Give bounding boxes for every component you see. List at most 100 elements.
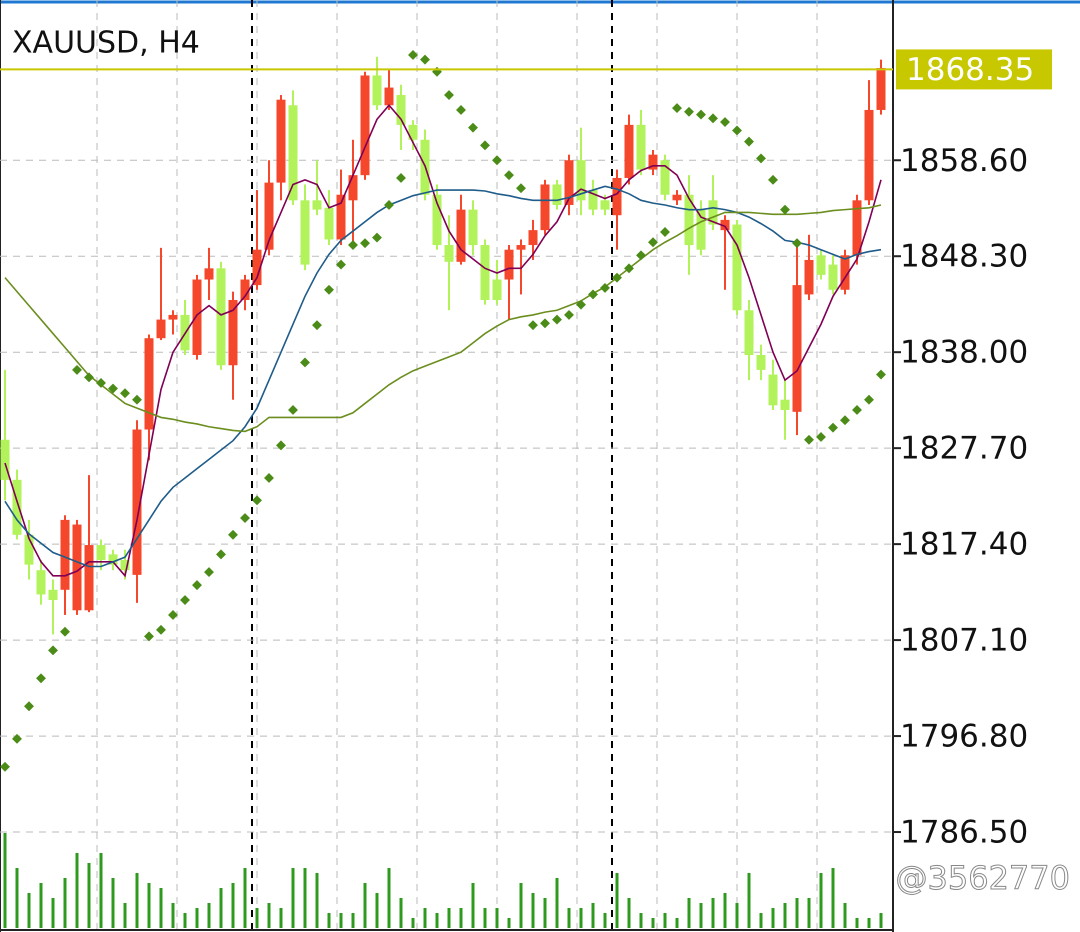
sar-dot [576,299,586,310]
volume-bar [639,913,643,928]
volume-bar [447,908,451,928]
volume-bar [243,868,247,928]
volume-bar [123,903,127,928]
volume-bar [627,898,631,928]
volume-bar [723,893,727,928]
sar-dot [336,259,346,270]
volume-bar [843,903,847,928]
sar-dot [384,200,394,210]
volume-bar [675,918,679,928]
sar-dot [396,173,406,183]
sar-dot [288,405,298,415]
sar-dot [0,761,10,772]
candle-body [564,160,574,205]
candle-body [12,479,22,535]
sar-dot [768,174,778,185]
candle-body [816,255,826,275]
candle-body [480,245,490,301]
candle-body [108,554,118,565]
volume-bar [135,873,139,928]
sar-dot [852,405,862,415]
sar-dot [216,549,226,560]
volume-bar [543,898,547,928]
candle-body [660,160,670,195]
sar-dot [816,432,826,442]
candle-body [252,249,262,286]
sar-dot [516,183,526,194]
candle-body [60,519,70,590]
candle-body [276,99,286,183]
volume-bar [711,898,715,928]
volume-bar [171,903,175,928]
candle-body [840,255,850,290]
volume-bar [255,908,259,928]
volume-bar [879,913,883,928]
candle-body [720,219,730,231]
sar-dot [348,240,358,250]
candle-body [708,200,718,225]
volume-bar [267,903,271,928]
candle-body [156,319,166,339]
y-tick-label: 1838.00 [900,335,1028,371]
sar-dot [672,103,682,114]
candle-body [492,279,502,301]
sar-dot [660,227,670,237]
volume-bar [663,913,667,928]
sar-dot [792,238,802,249]
candle-body [636,124,646,170]
volume-bar [759,913,763,928]
sar-dot [324,284,334,295]
sar-dot [552,314,562,325]
sar-dot [720,117,730,128]
volume-bar [375,893,379,928]
sar-dot [180,595,190,605]
candle-body [408,124,418,140]
candle-body [72,524,82,611]
sar-dot [144,631,154,642]
candle-body [864,109,874,201]
volume-bar [471,883,475,928]
candle-body [48,589,58,601]
volume-bar [207,903,211,928]
volume-bar [351,913,355,928]
candle-body [168,314,178,320]
sar-dot [828,422,838,433]
candle-body [624,124,634,178]
candle-body [228,300,238,366]
candle-body [240,279,250,301]
volume-bar [195,908,199,928]
volume-bar [3,833,7,928]
volume-bar [603,913,607,928]
volume-bar [699,903,703,928]
candle-body [756,354,766,370]
sar-dot [684,106,694,117]
volume-bar [27,893,31,928]
volume-bar [339,913,343,928]
sar-dot [528,320,538,331]
volume-bar [531,893,535,928]
candle-body [204,268,214,280]
volume-bar [15,868,19,928]
sar-dot [192,580,202,591]
sar-dot [276,440,286,451]
candle-body [312,200,322,210]
candle-body [540,184,550,231]
volume-bar [579,908,583,928]
sar-dot [612,272,622,283]
candle-body [372,75,382,106]
sar-dot [156,624,166,635]
candle-body [144,338,154,430]
sar-dot [372,232,382,243]
candle-body [696,209,706,250]
sar-dot [12,733,22,744]
sar-dot [132,394,142,405]
volume-bar [687,898,691,928]
sar-dot [540,318,550,329]
moving-average [4,204,882,433]
sar-dot [588,289,598,300]
volume-bar [303,868,307,928]
volume-bar [411,918,415,928]
volume-bar [771,908,775,928]
y-tick-label: 1796.80 [900,719,1028,755]
